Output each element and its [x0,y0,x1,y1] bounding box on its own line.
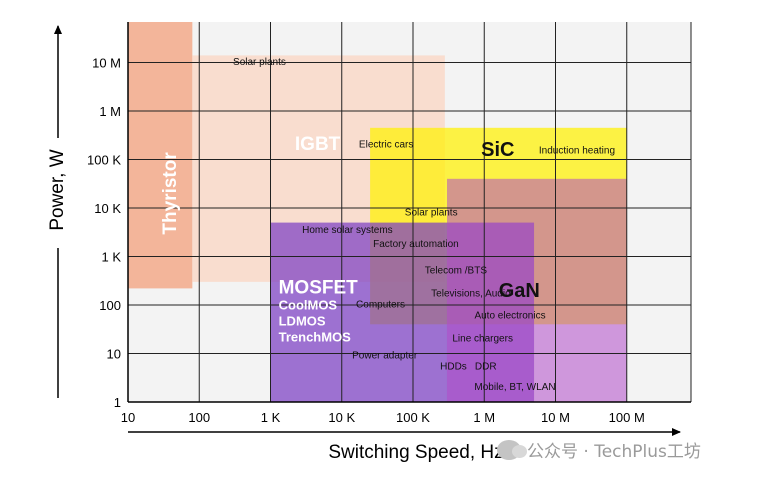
annotation: Power adapter [352,350,418,361]
grid [128,22,692,402]
annotation: Factory automation [373,239,459,250]
annotation: Telecom /BTS [425,266,488,277]
region-label-igbt: IGBT [295,134,341,155]
regions [128,22,627,402]
annotation: Auto electronics [474,310,545,321]
x-tick-label: 1 M [473,410,495,425]
region-label-gan: GaN [499,280,540,302]
y-tick-label: 10 M [92,56,121,71]
annotation: Mobile, BT, WLAN [474,382,555,393]
y-tick-label: 1 M [99,104,121,119]
x-tick-label: 1 K [261,410,281,425]
watermark: 公众号 · TechPlus工坊 [497,437,701,462]
annotation: Electric cars [359,140,413,151]
annotation: Computers [356,300,405,311]
y-axis-label: Power, W [47,149,68,230]
watermark-text: 公众号 · TechPlus工坊 [527,442,701,462]
annotation: Home solar systems [302,225,393,236]
annotation: Line chargers [452,334,513,345]
x-tick-label: 100 M [609,410,645,425]
x-tick-label: 10 K [328,410,355,425]
x-tick-label: 10 [121,410,135,425]
region-label-sic: SiC [481,139,514,161]
y-tick-label: 1 [114,395,121,410]
y-tick-label: 1 K [101,250,121,265]
annotation: Induction heating [539,146,615,157]
annotation: Solar plants [233,57,286,68]
annotation: HDDs [440,362,467,373]
region-label-ldmos: LDMOS [279,313,326,328]
region-label-trenchmos: TrenchMOS [279,329,352,344]
annotation: Televisions, Audio [431,288,511,299]
x-tick-label: 10 M [541,410,570,425]
region-label-mosfet: MOSFET [279,277,359,298]
annotations: Solar plants Electric cars Induction heati… [233,57,615,393]
y-tick-label: 10 K [94,201,121,216]
x-tick-label: 100 K [396,410,430,425]
y-label-mask [47,138,69,248]
region-label-thyristor: Thyristor [160,152,181,235]
annotation: Solar plants [405,207,458,218]
region-label-coolmos: CoolMOS [279,298,338,313]
annotation: DDR [475,362,497,373]
region-gan [446,178,627,402]
wechat-icon [497,439,527,460]
region-thyristor [128,22,193,289]
region-labels: Thyristor IGBT SiC MOSFETCoolMOSLDMOSTrench… [160,134,540,344]
y-tick-label: 10 [107,347,121,362]
y-tick-label: 100 [99,298,121,313]
y-tick-label: 100 K [87,153,121,168]
x-axis-label: Switching Speed, Hz [328,442,503,463]
x-tick-label: 100 [188,410,210,425]
